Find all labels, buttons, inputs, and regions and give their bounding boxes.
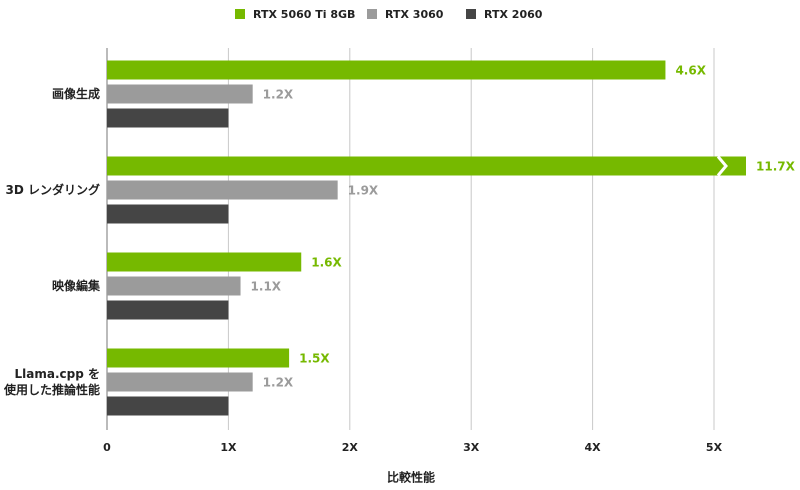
x-tick-label: 2X: [342, 441, 359, 454]
value-label: 11.7X: [756, 160, 796, 174]
category-label: 画像生成: [51, 87, 100, 101]
legend-label: RTX 3060: [385, 8, 444, 21]
bar: [107, 180, 338, 200]
value-label: 1.2X: [263, 376, 294, 390]
bar: [107, 396, 229, 416]
bar: [107, 84, 253, 104]
value-label: 1.9X: [348, 184, 379, 198]
x-tick-label: 0: [103, 441, 111, 454]
bar: [107, 372, 253, 392]
bar: [107, 300, 229, 320]
bar: [107, 108, 229, 128]
legend-swatch: [235, 9, 245, 19]
bar: [107, 60, 666, 80]
category-label: 3D レンダリング: [5, 183, 101, 197]
legend-label: RTX 2060: [484, 8, 543, 21]
x-axis-label: 比較性能: [387, 470, 435, 485]
value-label: 1.5X: [299, 352, 330, 366]
bar: [107, 252, 302, 272]
x-tick-label: 1X: [220, 441, 237, 454]
bar: [107, 348, 290, 368]
category-label: 映像編集: [51, 279, 100, 293]
value-label: 1.6X: [311, 256, 342, 270]
axis-break: [716, 155, 728, 177]
bar: [107, 276, 241, 296]
x-tick-label: 4X: [585, 441, 602, 454]
bar: [107, 156, 746, 176]
category-label: Llama.cpp を 使用した推論性能: [3, 367, 100, 397]
x-tick-label: 5X: [706, 441, 723, 454]
bar: [107, 204, 229, 224]
x-tick-label: 3X: [463, 441, 480, 454]
value-label: 1.2X: [263, 88, 294, 102]
value-label: 4.6X: [675, 64, 706, 78]
legend-swatch: [367, 9, 377, 19]
value-label: 1.1X: [251, 280, 282, 294]
legend-swatch: [466, 9, 476, 19]
legend-label: RTX 5060 Ti 8GB: [253, 8, 355, 21]
